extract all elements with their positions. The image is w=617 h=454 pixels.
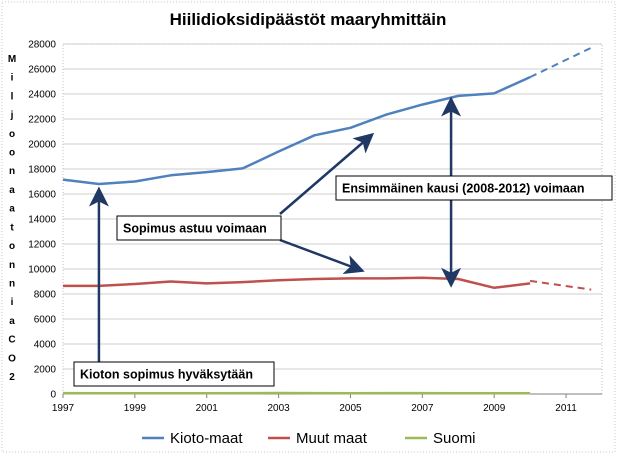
y-tick-label: 16000 <box>28 190 56 201</box>
y-axis-label-letter: n <box>9 278 15 289</box>
y-tick-label: 0 <box>50 390 56 401</box>
y-tick-label: 8000 <box>34 290 57 301</box>
y-axis-label-letter: o <box>9 241 15 252</box>
annotation-arrow <box>279 132 375 215</box>
y-axis-label-letter: a <box>9 185 15 196</box>
y-tick-label: 4000 <box>34 340 57 351</box>
y-axis-label-letter: a <box>9 204 15 215</box>
y-axis-label-letter: C <box>8 335 15 346</box>
annotation-text: Kioton sopimus hyväksytään <box>80 368 253 382</box>
y-axis-label-letter: 2 <box>9 372 15 383</box>
x-tick-label: 2009 <box>483 403 506 414</box>
x-tick-label: 1999 <box>124 403 147 414</box>
x-tick-label: 2003 <box>267 403 290 414</box>
annotations: Kioton sopimus hyväksytään Sopimus astuu … <box>73 96 613 387</box>
annotation-box <box>116 215 282 241</box>
y-tick-label: 28000 <box>28 40 56 51</box>
legend-label: Muut maat <box>296 430 368 447</box>
y-tick-label: 18000 <box>28 165 56 176</box>
annotation-box <box>73 361 275 387</box>
legend-label: Suomi <box>433 430 476 447</box>
y-tick-label: 24000 <box>28 90 56 101</box>
y-axis-label-letter: o <box>9 129 15 140</box>
x-axis-ticks: 1997 1999 2001 2003 2005 2007 2009 2011 <box>52 393 602 414</box>
y-axis-label-letter: l <box>11 91 14 102</box>
y-axis-label-letter: j <box>10 110 14 121</box>
x-tick-label: 2007 <box>411 403 434 414</box>
y-axis-label-letter: i <box>11 73 14 84</box>
y-tick-label: 22000 <box>28 115 56 126</box>
y-axis-label-letter: n <box>9 260 15 271</box>
series-line-1 <box>63 276 531 290</box>
y-axis-ticks: 0 2000 4000 6000 8000 10000 12000 14000 16000 180… <box>28 40 56 401</box>
y-axis-label-letter: O <box>8 353 16 364</box>
annotation-box <box>335 175 613 201</box>
y-tick-label: 2000 <box>34 365 57 376</box>
series-projection-0 <box>529 46 592 79</box>
chart-title: Hiilidioksidipäästöt maaryhmittäin <box>170 10 447 29</box>
y-tick-label: 12000 <box>28 240 56 251</box>
annotation-text: Ensimmäinen kausi (2008-2012) voimaan <box>342 182 584 196</box>
y-tick-label: 20000 <box>28 140 56 151</box>
x-tick-label: 1997 <box>52 403 75 414</box>
x-tick-label: 2011 <box>555 403 577 414</box>
y-axis-label-letter: M <box>8 54 16 65</box>
y-tick-label: 26000 <box>28 65 56 76</box>
x-tick-label: 2005 <box>339 403 362 414</box>
annotation-arrow <box>279 238 365 274</box>
y-axis-label-letter: a <box>9 316 15 327</box>
series-projection-1 <box>529 279 592 291</box>
y-tick-label: 10000 <box>28 265 56 276</box>
series-line-0 <box>62 75 531 186</box>
y-tick-label: 6000 <box>34 315 57 326</box>
y-axis-label-letter: n <box>9 166 15 177</box>
annotation-text: Sopimus astuu voimaan <box>123 222 267 236</box>
y-axis-label-letter: o <box>9 148 15 159</box>
y-tick-label: 14000 <box>28 215 56 226</box>
x-tick-label: 2001 <box>196 403 219 414</box>
legend-label: Kioto-maat <box>170 430 243 447</box>
y-axis-label-letter: t <box>10 222 14 233</box>
y-axis-label-letter: i <box>11 297 14 308</box>
legend: Kioto-maat Muut maat Suomi <box>142 430 476 447</box>
